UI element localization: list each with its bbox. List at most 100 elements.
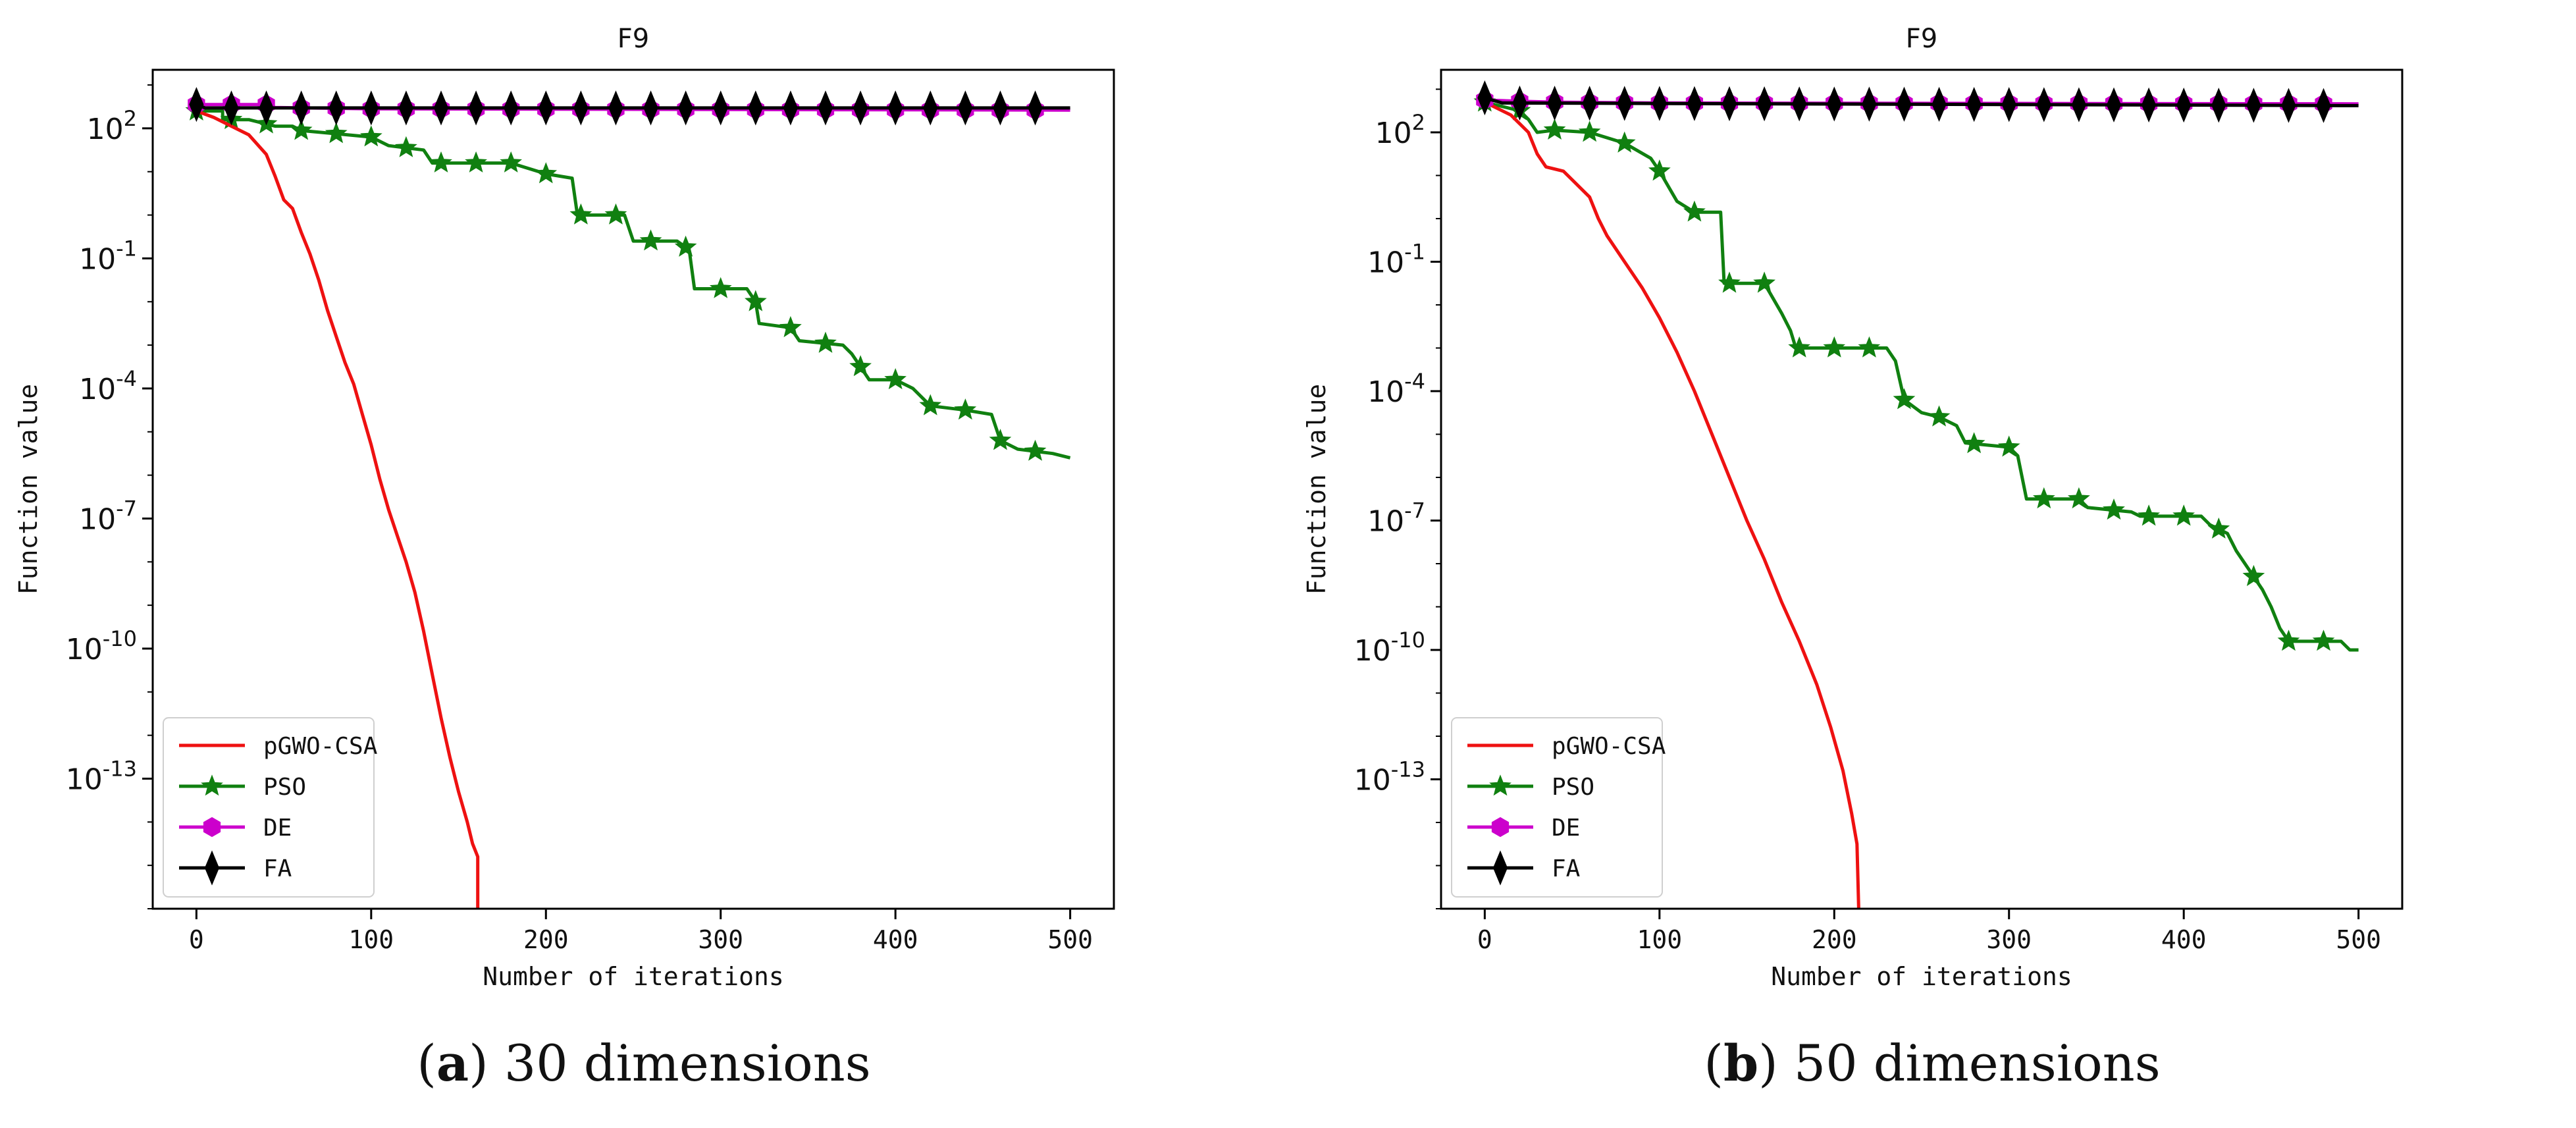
marker-fa bbox=[923, 90, 938, 126]
y-tick-label: 10-4 bbox=[79, 366, 137, 406]
marker-fa bbox=[573, 90, 589, 126]
marker-pso bbox=[2032, 487, 2055, 509]
y-tick-label: 10-7 bbox=[1367, 498, 1425, 538]
marker-fa bbox=[2281, 88, 2296, 123]
marker-fa bbox=[2211, 88, 2226, 123]
legend-item-pso: PSO bbox=[1467, 774, 1594, 801]
legend: pGWO-CSA PSO DE FA bbox=[1451, 717, 1666, 898]
panel-a: F9 0 100 200 300 400 500 102 10-1 10-4 10-7 10-10 10… bbox=[14, 24, 1115, 1092]
marker-pso bbox=[1613, 131, 1636, 153]
marker-fa bbox=[958, 90, 973, 126]
marker-pso bbox=[1648, 159, 1671, 181]
x-axis-label: Number of iterations bbox=[1771, 962, 2072, 991]
legend-marker bbox=[1492, 850, 1508, 886]
marker-fa bbox=[678, 90, 693, 126]
marker-fa bbox=[818, 90, 833, 126]
plot-frame bbox=[151, 68, 1115, 910]
marker-fa bbox=[608, 90, 623, 126]
marker-fa bbox=[2001, 87, 2016, 122]
legend-label: PSO bbox=[1552, 774, 1594, 801]
marker-fa bbox=[2142, 87, 2157, 123]
marker-pso bbox=[989, 429, 1012, 450]
marker-fa bbox=[539, 90, 554, 126]
marker-pso bbox=[500, 151, 522, 173]
marker-fa bbox=[1722, 86, 1737, 122]
legend-marker bbox=[1489, 774, 1511, 796]
marker-fa bbox=[2036, 87, 2051, 122]
marker-pso bbox=[1578, 121, 1601, 142]
marker-pso bbox=[849, 355, 872, 377]
legend: pGWO-CSA PSO DE FA bbox=[163, 717, 378, 898]
marker-pso bbox=[2207, 517, 2230, 539]
y-tick-label: 10-13 bbox=[1354, 757, 1425, 797]
marker-fa bbox=[1617, 86, 1632, 121]
marker-fa bbox=[2071, 87, 2086, 122]
y-axis-label: Function value bbox=[14, 384, 43, 595]
x-tick-label: 500 bbox=[2336, 925, 2381, 954]
x-tick-label: 400 bbox=[2161, 925, 2207, 954]
marker-pso bbox=[2242, 564, 2265, 587]
marker-pso bbox=[745, 290, 767, 311]
series-fa bbox=[189, 87, 1070, 126]
marker-pso bbox=[1858, 336, 1881, 358]
panel-b: F9 0 100 200 300 400 500 102 10-1 10-4 10-7 10-10 10… bbox=[1288, 0, 2576, 1128]
legend-label: FA bbox=[263, 855, 292, 882]
marker-fa bbox=[1757, 86, 1772, 122]
caption-text: ) 50 dimensions bbox=[1758, 1034, 2161, 1092]
caption-text: ) 30 dimensions bbox=[469, 1034, 871, 1092]
marker-pso bbox=[919, 394, 942, 416]
series-line-fa bbox=[196, 103, 1070, 110]
x-tick-label: 100 bbox=[1637, 925, 1682, 954]
marker-pso bbox=[290, 119, 313, 140]
marker-pso bbox=[1683, 200, 1706, 222]
marker-fa bbox=[469, 90, 484, 126]
marker-fa bbox=[1827, 86, 1842, 122]
marker-fa bbox=[748, 90, 763, 126]
marker-fa bbox=[398, 90, 413, 126]
marker-pso bbox=[1928, 405, 1951, 427]
marker-fa bbox=[1512, 85, 1527, 121]
marker-pso bbox=[535, 162, 558, 184]
legend-item-de: DE bbox=[1467, 815, 1580, 842]
marker-fa bbox=[1932, 86, 1947, 122]
marker-pso bbox=[2138, 504, 2161, 526]
plot-frame bbox=[1440, 68, 2404, 910]
y-tick-label: 10-10 bbox=[1354, 628, 1425, 668]
marker-pso bbox=[1823, 336, 1846, 358]
legend-label: FA bbox=[1552, 855, 1581, 882]
marker-fa bbox=[433, 90, 449, 126]
marker-fa bbox=[1582, 86, 1597, 121]
marker-pso bbox=[1893, 388, 1916, 410]
marker-fa bbox=[224, 90, 239, 126]
marker-pso bbox=[1543, 118, 1566, 140]
x-tick-label: 0 bbox=[189, 925, 204, 954]
y-tick-label: 10-7 bbox=[79, 496, 137, 536]
marker-pso bbox=[1962, 432, 1985, 454]
x-tick-label: 100 bbox=[348, 925, 394, 954]
chart-title: F9 bbox=[1906, 24, 1937, 54]
marker-fa bbox=[363, 90, 379, 126]
marker-fa bbox=[783, 90, 798, 126]
marker-pso bbox=[325, 122, 348, 144]
series-line-pso bbox=[1484, 100, 2359, 652]
marker-fa bbox=[1028, 90, 1043, 126]
marker-fa bbox=[2106, 87, 2122, 122]
marker-pso bbox=[709, 277, 732, 298]
chart-30-dimensions: F9 0 100 200 300 400 500 102 10-1 10-4 10-7 10-10 10… bbox=[14, 24, 1115, 991]
marker-fa bbox=[853, 90, 868, 126]
marker-pso bbox=[954, 398, 977, 420]
y-tick-label: 10-13 bbox=[66, 756, 137, 796]
legend-marker bbox=[203, 817, 221, 838]
marker-fa bbox=[1966, 87, 1982, 122]
marker-pso bbox=[2312, 630, 2335, 651]
marker-pso bbox=[1718, 271, 1741, 293]
y-tick-label: 102 bbox=[87, 106, 137, 146]
y-tick-label: 102 bbox=[1375, 110, 1425, 150]
marker-fa bbox=[1897, 86, 1912, 122]
marker-fa bbox=[2316, 88, 2331, 123]
marker-pso bbox=[1788, 336, 1810, 358]
caption-a: (a) 30 dimensions bbox=[417, 1034, 871, 1092]
legend-label: pGWO-CSA bbox=[1552, 733, 1666, 760]
x-tick-label: 300 bbox=[1986, 925, 2032, 954]
marker-pso bbox=[639, 229, 662, 251]
